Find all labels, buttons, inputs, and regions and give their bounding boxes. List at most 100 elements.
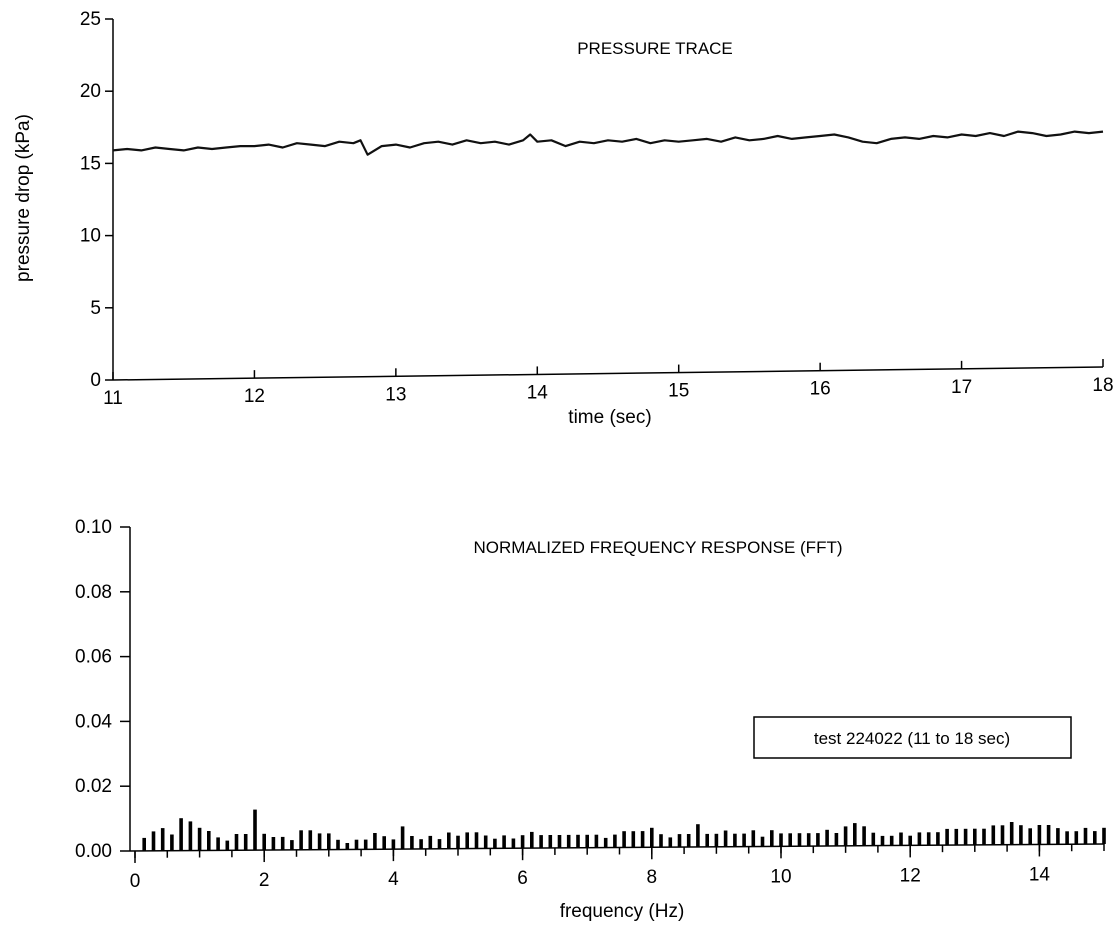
fft-bar [603,837,608,848]
fft-bar [1028,828,1032,845]
fft-bar [1009,822,1014,845]
fft-bar [686,834,691,847]
fft-bar [1093,831,1097,845]
fft-bar [1083,827,1088,845]
pressure-trace-x-tick-label: 16 [810,379,831,400]
fft-bar [557,835,562,848]
fft-bar [779,833,783,847]
fft-bar [668,837,673,848]
fft-bar [889,835,894,846]
pressure-trace-x-tick-label: 17 [951,377,972,398]
fft-bar [428,835,433,849]
fft-y-tick-label: 0.00 [75,841,112,862]
fft-bar [336,839,340,850]
fft-bar [216,837,220,851]
fft-bar [363,839,368,850]
fft-bar [1102,827,1106,844]
fft-legend-box [753,716,1072,759]
fft-bar [751,830,756,847]
fft-bar [243,834,248,851]
fft-bar [447,832,451,849]
fft-bar [345,843,350,850]
fft-bar [954,828,959,846]
fft-y-tick-label: 0.06 [75,647,112,668]
fft-bar [945,828,949,846]
pressure-trace-xlabel: time (sec) [568,407,651,428]
fft-bar [419,839,423,849]
fft-bar [290,840,294,850]
fft-bar [142,837,146,851]
fft-x-tick-label: 4 [388,869,399,890]
fft-bar [308,830,313,850]
fft-bar [382,836,386,850]
fft-bar [1046,825,1051,845]
fft-bar [806,833,811,847]
fft-bar [880,835,885,846]
fft-bar [991,825,996,845]
fft-bar [1000,825,1005,845]
fft-x-tick-label: 14 [1029,864,1051,885]
fft-bar [373,833,377,850]
pressure-trace-x-tick-label: 18 [1092,375,1113,396]
fft-bar [770,830,774,847]
fft-bar [705,833,709,847]
fft-y-ticks: 0.00 0.02 0.04 0.06 0.08 0.10 [75,517,130,862]
pressure-trace-x-tick-label: 13 [385,384,406,405]
fft-bar [696,824,700,847]
fft-bar [871,832,876,846]
fft-bar [917,832,922,846]
fft-bar [502,835,506,849]
fft-bar [825,829,829,846]
fft-bar [862,826,866,846]
fft-bar [594,834,599,848]
pressure-trace-y-ticks: 0 5 10 15 20 25 [80,9,113,391]
pressure-trace-y-tick-label: 10 [80,226,101,247]
fft-x-tick-label: 6 [517,868,528,889]
pressure-trace-y-tick-label: 0 [90,370,101,391]
fft-bar [1065,831,1069,845]
fft-bar [631,831,636,848]
fft-bar [197,827,202,851]
fft-bar [926,832,931,846]
fft-bar [548,835,553,848]
fft-x-ticks: 0 2 4 6 8 10 12 14 [130,844,1105,892]
fft-x-axis [129,843,1105,852]
fft-bar [613,834,617,848]
pressure-trace-chart: PRESSURE TRACE pressure drop (kPa) time … [13,9,1114,428]
fft-bar [1074,831,1079,845]
fft-bar [520,835,525,849]
fft-bar [179,818,183,851]
fft-bar [723,830,728,847]
fft-bar [317,833,322,850]
fft-bar [530,831,534,849]
pressure-trace-y-tick-label: 20 [80,81,101,102]
pressure-trace-ylabel: pressure drop (kPa) [13,114,34,282]
fft-bars [142,809,1106,851]
fft-bar [465,832,469,849]
fft-xlabel: frequency (Hz) [560,901,685,922]
fft-y-tick-label: 0.10 [75,517,112,538]
fft-bar [253,809,257,851]
fft-bar [271,837,276,850]
fft-bar [1019,825,1023,845]
fft-bar [327,833,331,850]
fft-bar [622,831,626,848]
fft-y-tick-label: 0.08 [75,582,112,603]
fft-bar [299,830,303,850]
fft-bar [437,839,442,849]
fft-x-tick-label: 8 [647,867,658,888]
fft-bar [262,833,266,850]
fft-bar [225,840,230,851]
pressure-trace-x-ticks: 11 12 13 14 15 16 17 18 [103,359,1114,409]
fft-bar [936,832,940,846]
fft-bar [760,836,765,847]
fft-legend-text: test 224022 (11 to 18 sec) [814,729,1010,748]
pressure-trace-y-tick-label: 25 [80,9,101,30]
pressure-trace-x-tick-label: 11 [103,388,123,409]
fft-x-tick-label: 2 [259,870,270,891]
fft-bar [834,833,839,846]
pressure-trace-x-axis [112,366,1104,381]
pressure-trace-y-tick-label: 5 [90,298,101,319]
fft-y-tick-label: 0.02 [75,776,112,797]
